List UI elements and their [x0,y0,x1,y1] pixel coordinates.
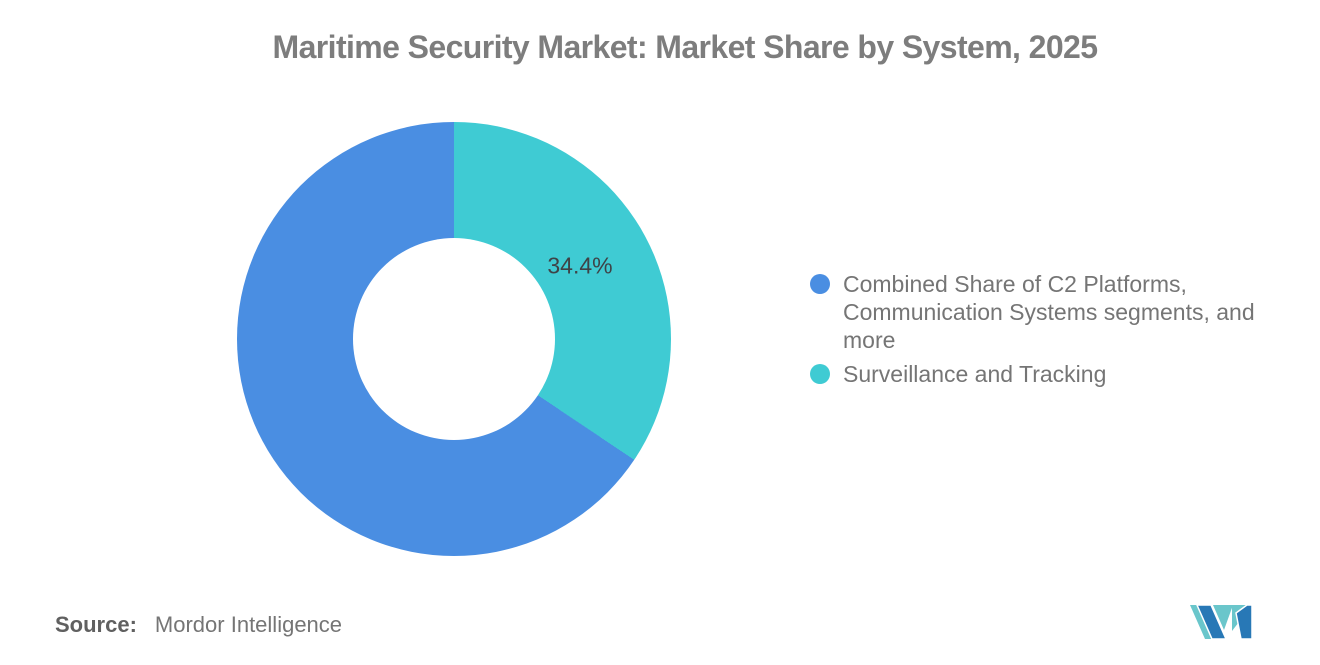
logo-blue-slash-icon [1195,604,1228,640]
source-text: Mordor Intelligence [154,612,343,637]
slice-data-label: 34.4% [547,252,613,279]
logo-blue-leg-icon [1235,604,1252,640]
legend-item-surveillance: Surveillance and Tracking [810,360,1310,388]
legend-swatch-surveillance [810,364,830,384]
logo-teal-mid-triangle-icon [1213,605,1233,630]
mordor-intelligence-logo [1190,604,1252,640]
legend: Combined Share of C2 Platforms, Communic… [810,270,1310,394]
donut-hole [353,238,555,440]
legend-item-combined: Combined Share of C2 Platforms, Communic… [810,270,1310,354]
legend-label-combined: Combined Share of C2 Platforms, Communic… [843,271,1255,353]
legend-swatch-combined [810,274,830,294]
source-line: Source: Mordor Intelligence [55,612,342,638]
donut-chart: 34.4% [237,122,671,556]
source-label: Source: [55,612,137,637]
chart-title: Maritime Security Market: Market Share b… [272,29,1098,65]
legend-label-surveillance: Surveillance and Tracking [843,361,1107,387]
